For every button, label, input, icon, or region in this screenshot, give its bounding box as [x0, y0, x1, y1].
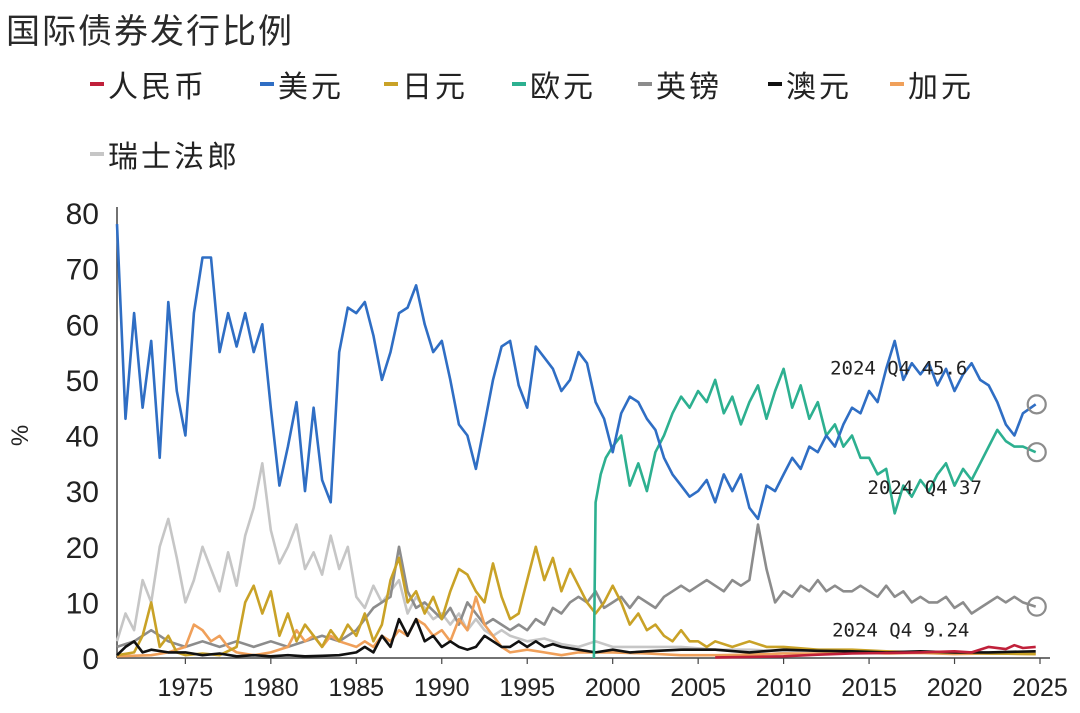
y-tick-label: 80	[66, 198, 99, 231]
x-tick-label: 1990	[414, 674, 470, 702]
y-axis-label: %	[7, 425, 34, 446]
legend-label: 加元	[908, 70, 974, 105]
x-tick-label: 2000	[585, 674, 641, 702]
legend-item: 人民币	[90, 62, 207, 106]
legend-swatch	[260, 82, 274, 86]
legend-label: 日元	[402, 70, 468, 105]
legend-swatch	[638, 82, 652, 86]
y-tick-label: 50	[66, 365, 99, 398]
legend-swatch	[384, 82, 398, 86]
annotation-label: 2024 Q4 9.24	[832, 620, 969, 642]
x-tick-label: 1980	[243, 674, 299, 702]
series-line	[116, 595, 1036, 658]
annotation-marker	[1026, 596, 1047, 617]
x-tick-label: 2020	[927, 674, 983, 702]
legend-label: 人民币	[108, 70, 207, 105]
legend-item: 美元	[260, 62, 344, 106]
legend-swatch	[512, 82, 526, 86]
legend-item: 澳元	[768, 62, 852, 106]
y-tick-label: 10	[66, 587, 99, 620]
legend-label: 英镑	[656, 70, 722, 105]
chart-title: 国际债券发行比例	[6, 12, 294, 52]
legend-label: 欧元	[530, 70, 596, 105]
series-line	[715, 643, 1036, 659]
annotation-marker	[1026, 442, 1047, 463]
series-line	[116, 545, 1036, 657]
series-line	[116, 617, 1036, 658]
legend-swatch	[90, 152, 104, 156]
legend-item: 欧元	[512, 62, 596, 106]
y-tick-label: 60	[66, 309, 99, 342]
y-tick-label: 40	[66, 421, 99, 454]
x-tick-label: 1985	[328, 674, 384, 702]
annotation-label: 2024 Q4 37	[868, 477, 982, 499]
series-line	[592, 367, 1037, 659]
legend-label: 美元	[278, 70, 344, 105]
x-tick-label: 2025	[1012, 674, 1068, 702]
y-tick-label: 0	[82, 643, 99, 676]
x-tick-label: 2010	[756, 674, 812, 702]
y-tick-label: 30	[66, 476, 99, 509]
legend-label: 瑞士法郎	[108, 140, 240, 175]
legend-item: 瑞士法郎	[90, 132, 240, 176]
legend-item: 加元	[890, 62, 974, 106]
y-tick-label: 70	[66, 254, 99, 287]
x-tick-label: 2005	[670, 674, 726, 702]
legend-item: 英镑	[638, 62, 722, 106]
x-tick-label: 2015	[841, 674, 897, 702]
y-tick-label: 20	[66, 532, 99, 565]
annotation-label: 2024 Q4 45.6	[830, 357, 967, 379]
x-tick-label: 1975	[158, 674, 214, 702]
x-tick-label: 1995	[499, 674, 555, 702]
legend-swatch	[90, 82, 104, 86]
legend-label: 澳元	[786, 70, 852, 105]
annotation-marker	[1026, 394, 1047, 415]
legend-item: 日元	[384, 62, 468, 106]
legend-swatch	[890, 82, 904, 86]
series-line	[115, 224, 1037, 521]
legend-swatch	[768, 82, 782, 86]
series-line	[116, 523, 1037, 649]
